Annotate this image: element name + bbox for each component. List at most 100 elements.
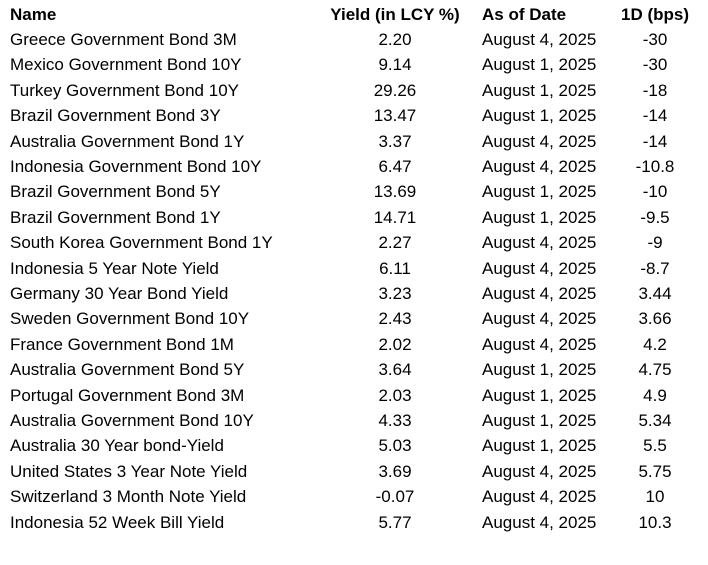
yield-cell: 2.43 xyxy=(378,309,412,329)
table-body: Greece Government Bond 3M 2.20 August 4,… xyxy=(0,27,708,535)
column-header-name: Name xyxy=(10,4,57,24)
as-of-date-cell: August 4, 2025 xyxy=(482,30,597,50)
as-of-date-cell: August 4, 2025 xyxy=(482,512,597,532)
table-row: Brazil Government Bond 1Y 14.71 August 1… xyxy=(0,205,708,230)
change-1d-cell: 4.2 xyxy=(643,334,667,354)
bond-name-cell: Indonesia Government Bond 10Y xyxy=(10,157,262,177)
table-header-row: Name Yield (in LCY %) As of Date 1D (bps… xyxy=(0,2,708,27)
yield-cell: 3.37 xyxy=(378,131,412,151)
yield-cell: 3.69 xyxy=(378,461,412,481)
bond-name-cell: Australia 30 Year bond-Yield xyxy=(10,436,224,456)
change-1d-cell: -10.8 xyxy=(635,157,675,177)
yield-cell: 2.03 xyxy=(378,385,412,405)
yield-cell: 4.33 xyxy=(378,410,412,430)
as-of-date-cell: August 4, 2025 xyxy=(482,487,597,507)
change-1d-cell: -9.5 xyxy=(640,207,670,227)
as-of-date-cell: August 1, 2025 xyxy=(482,182,597,202)
table-row: Indonesia 52 Week Bill Yield 5.77 August… xyxy=(0,510,708,535)
as-of-date-cell: August 4, 2025 xyxy=(482,233,597,253)
as-of-date-cell: August 1, 2025 xyxy=(482,55,597,75)
bond-name-cell: Brazil Government Bond 5Y xyxy=(10,182,221,202)
as-of-date-cell: August 1, 2025 xyxy=(482,360,597,380)
change-1d-cell: -9 xyxy=(647,233,663,253)
yield-cell: 14.71 xyxy=(373,207,417,227)
yield-cell: 3.64 xyxy=(378,360,412,380)
table-row: South Korea Government Bond 1Y 2.27 Augu… xyxy=(0,231,708,256)
bond-name-cell: Australia Government Bond 5Y xyxy=(10,360,245,380)
table-row: Mexico Government Bond 10Y 9.14 August 1… xyxy=(0,53,708,78)
table-row: Australia Government Bond 10Y 4.33 Augus… xyxy=(0,408,708,433)
change-1d-cell: 5.75 xyxy=(638,461,672,481)
table-row: Switzerland 3 Month Note Yield -0.07 Aug… xyxy=(0,484,708,509)
column-header-as-of-date: As of Date xyxy=(482,4,567,24)
yield-cell: 2.20 xyxy=(378,30,412,50)
bond-name-cell: Turkey Government Bond 10Y xyxy=(10,80,239,100)
change-1d-cell: 10 xyxy=(645,487,665,507)
yield-cell: 5.77 xyxy=(378,512,412,532)
column-header-1d-bps: 1D (bps) xyxy=(621,4,689,24)
as-of-date-cell: August 1, 2025 xyxy=(482,106,597,126)
bond-name-cell: Germany 30 Year Bond Yield xyxy=(10,283,229,303)
yield-cell: 2.02 xyxy=(378,334,412,354)
bond-name-cell: United States 3 Year Note Yield xyxy=(10,461,248,481)
bond-name-cell: Brazil Government Bond 3Y xyxy=(10,106,221,126)
bond-name-cell: Brazil Government Bond 1Y xyxy=(10,207,221,227)
change-1d-cell: -14 xyxy=(642,106,668,126)
yield-cell: 6.11 xyxy=(379,258,411,278)
bond-name-cell: France Government Bond 1M xyxy=(10,334,234,354)
yield-cell: 9.14 xyxy=(378,55,412,75)
bond-yield-table: Name Yield (in LCY %) As of Date 1D (bps… xyxy=(0,2,708,535)
bond-name-cell: Indonesia 52 Week Bill Yield xyxy=(10,512,225,532)
as-of-date-cell: August 4, 2025 xyxy=(482,334,597,354)
table-row: Brazil Government Bond 5Y 13.69 August 1… xyxy=(0,180,708,205)
change-1d-cell: -10 xyxy=(642,182,668,202)
as-of-date-cell: August 1, 2025 xyxy=(482,436,597,456)
bond-name-cell: Australia Government Bond 10Y xyxy=(10,410,254,430)
table-row: Germany 30 Year Bond Yield 3.23 August 4… xyxy=(0,281,708,306)
table-row: Sweden Government Bond 10Y 2.43 August 4… xyxy=(0,307,708,332)
as-of-date-cell: August 1, 2025 xyxy=(482,80,597,100)
as-of-date-cell: August 4, 2025 xyxy=(482,157,597,177)
bond-name-cell: Sweden Government Bond 10Y xyxy=(10,309,250,329)
change-1d-cell: 3.66 xyxy=(638,309,672,329)
table-row: Brazil Government Bond 3Y 13.47 August 1… xyxy=(0,104,708,129)
bond-name-cell: Switzerland 3 Month Note Yield xyxy=(10,487,247,507)
as-of-date-cell: August 1, 2025 xyxy=(482,385,597,405)
as-of-date-cell: August 4, 2025 xyxy=(482,258,597,278)
table-row: Greece Government Bond 3M 2.20 August 4,… xyxy=(0,27,708,52)
table-row: Australia 30 Year bond-Yield 5.03 August… xyxy=(0,434,708,459)
as-of-date-cell: August 4, 2025 xyxy=(482,131,597,151)
table-row: Indonesia 5 Year Note Yield 6.11 August … xyxy=(0,256,708,281)
bond-name-cell: Portugal Government Bond 3M xyxy=(10,385,245,405)
yield-cell: 2.27 xyxy=(378,233,412,253)
table-row: Portugal Government Bond 3M 2.03 August … xyxy=(0,383,708,408)
bond-name-cell: Mexico Government Bond 10Y xyxy=(10,55,242,75)
change-1d-cell: -8.7 xyxy=(640,258,670,278)
yield-cell: 13.69 xyxy=(373,182,417,202)
change-1d-cell: 5.5 xyxy=(643,436,667,456)
column-header-yield: Yield (in LCY %) xyxy=(330,4,460,24)
change-1d-cell: -14 xyxy=(642,131,668,151)
as-of-date-cell: August 1, 2025 xyxy=(482,207,597,227)
change-1d-cell: 4.9 xyxy=(643,385,667,405)
yield-cell: 3.23 xyxy=(378,283,412,303)
bond-name-cell: Australia Government Bond 1Y xyxy=(10,131,245,151)
bond-name-cell: South Korea Government Bond 1Y xyxy=(10,233,273,253)
yield-cell: 29.26 xyxy=(373,80,417,100)
table-row: Turkey Government Bond 10Y 29.26 August … xyxy=(0,78,708,103)
bond-name-cell: Indonesia 5 Year Note Yield xyxy=(10,258,219,278)
as-of-date-cell: August 4, 2025 xyxy=(482,461,597,481)
change-1d-cell: 10.3 xyxy=(638,512,672,532)
change-1d-cell: 4.75 xyxy=(638,360,672,380)
table-row: Indonesia Government Bond 10Y 6.47 Augus… xyxy=(0,154,708,179)
table-row: Australia Government Bond 1Y 3.37 August… xyxy=(0,129,708,154)
table-row: France Government Bond 1M 2.02 August 4,… xyxy=(0,332,708,357)
yield-cell: 5.03 xyxy=(378,436,412,456)
as-of-date-cell: August 4, 2025 xyxy=(482,309,597,329)
change-1d-cell: -30 xyxy=(642,30,668,50)
change-1d-cell: -18 xyxy=(642,80,668,100)
bond-name-cell: Greece Government Bond 3M xyxy=(10,30,237,50)
yield-cell: -0.07 xyxy=(375,487,415,507)
yield-cell: 13.47 xyxy=(373,106,417,126)
as-of-date-cell: August 4, 2025 xyxy=(482,283,597,303)
